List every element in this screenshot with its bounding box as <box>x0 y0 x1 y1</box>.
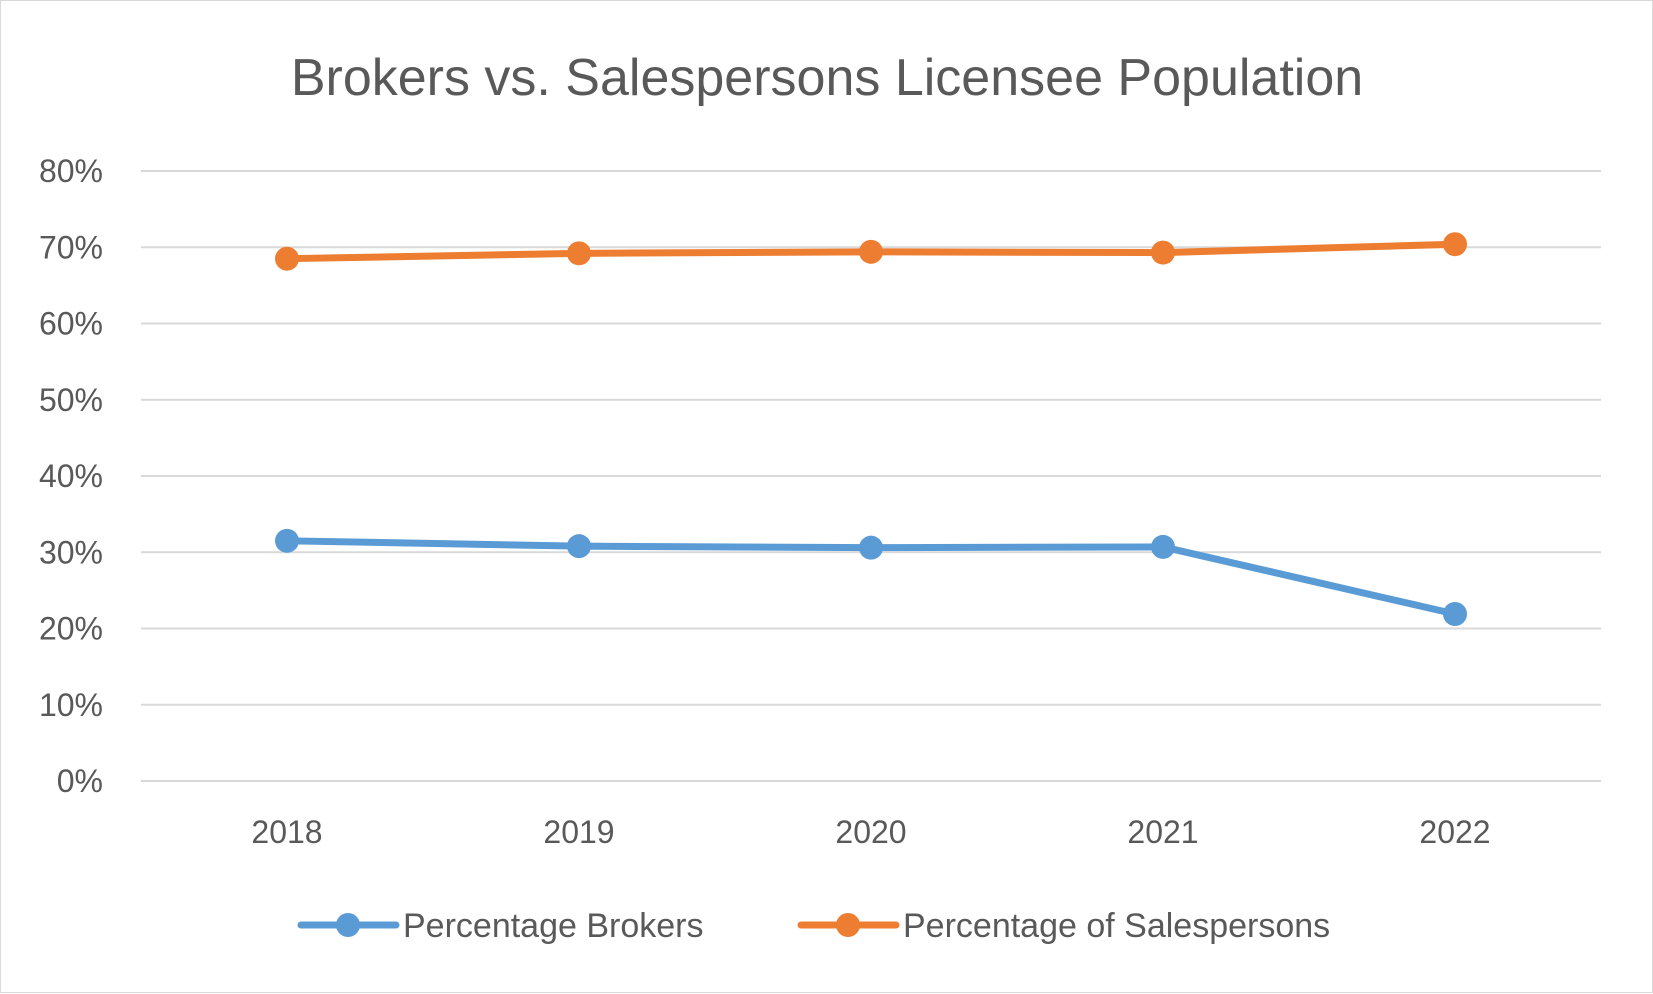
data-point <box>275 528 299 553</box>
data-point <box>1151 240 1175 265</box>
y-axis-ticks: 0% 10% 20% 30% 40% 50% 60% 70% 80% <box>39 153 103 799</box>
x-axis-ticks: 2018 2019 2020 2021 2022 <box>251 814 1490 850</box>
y-tick-label: 20% <box>39 611 103 647</box>
data-point <box>1443 602 1467 627</box>
data-point <box>567 241 591 266</box>
x-tick-label: 2021 <box>1127 814 1198 850</box>
legend: Percentage Brokers Percentage of Salesper… <box>297 907 1330 945</box>
series-lines <box>275 232 1467 627</box>
x-tick-label: 2022 <box>1419 814 1490 850</box>
series-1 <box>275 528 1467 627</box>
x-tick-label: 2019 <box>543 814 614 850</box>
data-point <box>275 246 299 271</box>
x-tick-label: 2020 <box>835 814 906 850</box>
data-point <box>1151 534 1175 559</box>
legend-item: Percentage of Salespersons <box>797 907 1330 945</box>
data-point <box>1443 232 1467 257</box>
x-tick-label: 2018 <box>251 814 322 850</box>
chart-title: Brokers vs. Salespersons Licensee Popula… <box>291 49 1363 107</box>
series-2 <box>275 232 1467 271</box>
y-tick-label: 50% <box>39 382 103 418</box>
legend-marker <box>336 913 360 937</box>
legend-label: Percentage Brokers <box>403 907 704 945</box>
y-tick-label: 60% <box>39 306 103 342</box>
y-tick-label: 80% <box>39 153 103 189</box>
data-point <box>859 239 883 264</box>
data-point <box>859 535 883 560</box>
y-tick-label: 30% <box>39 534 103 570</box>
y-tick-label: 0% <box>57 763 103 799</box>
legend-item: Percentage Brokers <box>297 907 704 945</box>
legend-label: Percentage of Salespersons <box>903 907 1330 945</box>
gridlines <box>141 170 1601 782</box>
y-tick-label: 40% <box>39 458 103 494</box>
legend-marker <box>836 913 860 937</box>
y-tick-label: 70% <box>39 229 103 265</box>
data-point <box>567 534 591 559</box>
y-tick-label: 10% <box>39 687 103 723</box>
